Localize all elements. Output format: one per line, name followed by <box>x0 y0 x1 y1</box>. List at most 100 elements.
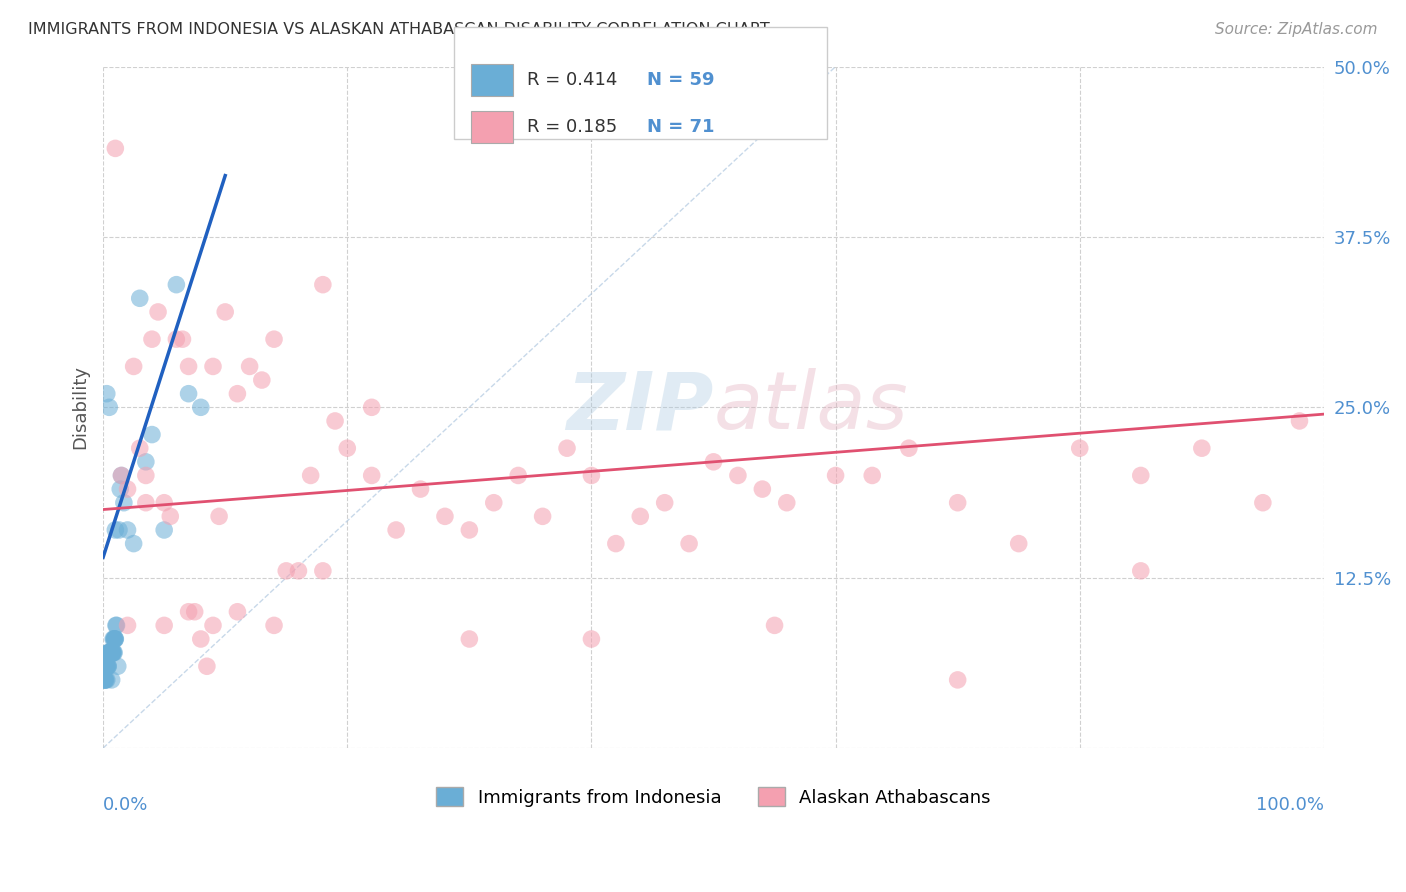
Point <box>104 618 127 632</box>
Text: N = 71: N = 71 <box>647 118 714 136</box>
Point <box>100 646 122 660</box>
Point <box>104 141 127 155</box>
Point <box>100 673 122 687</box>
Point <box>98 646 121 660</box>
Point <box>433 509 456 524</box>
Point <box>263 618 285 632</box>
Point <box>946 673 969 687</box>
Point <box>763 618 786 632</box>
Point <box>323 414 346 428</box>
Point <box>190 401 212 415</box>
Point <box>897 441 920 455</box>
Point <box>135 455 157 469</box>
Point <box>1288 414 1310 428</box>
Point <box>360 401 382 415</box>
Point <box>153 618 176 632</box>
Point <box>508 468 530 483</box>
Point <box>108 523 131 537</box>
Point <box>201 359 224 374</box>
Point <box>101 646 124 660</box>
Point <box>751 482 773 496</box>
Point <box>93 659 115 673</box>
Point <box>107 659 129 673</box>
Point <box>654 496 676 510</box>
Point <box>250 373 273 387</box>
Point <box>105 618 128 632</box>
Point <box>385 523 408 537</box>
Point <box>112 496 135 510</box>
Point <box>214 305 236 319</box>
Point <box>98 646 121 660</box>
Point <box>103 646 125 660</box>
Point <box>299 468 322 483</box>
Point <box>141 332 163 346</box>
Point <box>276 564 298 578</box>
Point <box>96 659 118 673</box>
Point <box>94 673 117 687</box>
Point <box>226 386 249 401</box>
Point <box>103 632 125 646</box>
Point <box>128 441 150 455</box>
Text: R = 0.185: R = 0.185 <box>527 118 617 136</box>
Point <box>101 646 124 660</box>
Legend: Immigrants from Indonesia, Alaskan Athabascans: Immigrants from Indonesia, Alaskan Athab… <box>429 780 998 814</box>
Point <box>135 496 157 510</box>
Point <box>727 468 749 483</box>
Point <box>104 523 127 537</box>
Y-axis label: Disability: Disability <box>72 366 89 450</box>
Point <box>165 332 187 346</box>
Point <box>208 509 231 524</box>
Point <box>702 455 724 469</box>
Point <box>581 468 603 483</box>
Point <box>605 536 627 550</box>
Point <box>93 659 115 673</box>
Text: R = 0.414: R = 0.414 <box>527 71 617 89</box>
Point <box>165 277 187 292</box>
Point <box>98 646 121 660</box>
Point <box>628 509 651 524</box>
Point <box>93 673 115 687</box>
Point <box>117 523 139 537</box>
Point <box>409 482 432 496</box>
Point <box>824 468 846 483</box>
Point <box>94 673 117 687</box>
Point <box>97 659 120 673</box>
Text: atlas: atlas <box>713 368 908 446</box>
Point <box>101 632 124 646</box>
Point <box>103 632 125 646</box>
Point <box>104 632 127 646</box>
Point <box>110 468 132 483</box>
Point <box>97 646 120 660</box>
Point <box>98 646 121 660</box>
Point <box>860 468 883 483</box>
Point <box>226 605 249 619</box>
Point <box>96 659 118 673</box>
Point <box>190 632 212 646</box>
Point <box>678 536 700 550</box>
Point <box>458 632 481 646</box>
Point <box>117 482 139 496</box>
Point <box>287 564 309 578</box>
Point <box>100 646 122 660</box>
Point <box>117 618 139 632</box>
Point <box>104 632 127 646</box>
Point <box>776 496 799 510</box>
Point <box>177 359 200 374</box>
Point <box>122 536 145 550</box>
Point <box>946 496 969 510</box>
Point <box>122 359 145 374</box>
Text: IMMIGRANTS FROM INDONESIA VS ALASKAN ATHABASCAN DISABILITY CORRELATION CHART: IMMIGRANTS FROM INDONESIA VS ALASKAN ATH… <box>28 22 770 37</box>
Point <box>482 496 505 510</box>
Text: N = 59: N = 59 <box>647 71 714 89</box>
Text: 100.0%: 100.0% <box>1256 796 1324 814</box>
Point <box>1129 468 1152 483</box>
Point <box>172 332 194 346</box>
Point <box>110 468 132 483</box>
Point <box>100 646 122 660</box>
Point <box>1069 441 1091 455</box>
Point <box>141 427 163 442</box>
Point <box>100 646 122 660</box>
Point <box>94 673 117 687</box>
Point <box>1251 496 1274 510</box>
Point <box>101 646 124 660</box>
